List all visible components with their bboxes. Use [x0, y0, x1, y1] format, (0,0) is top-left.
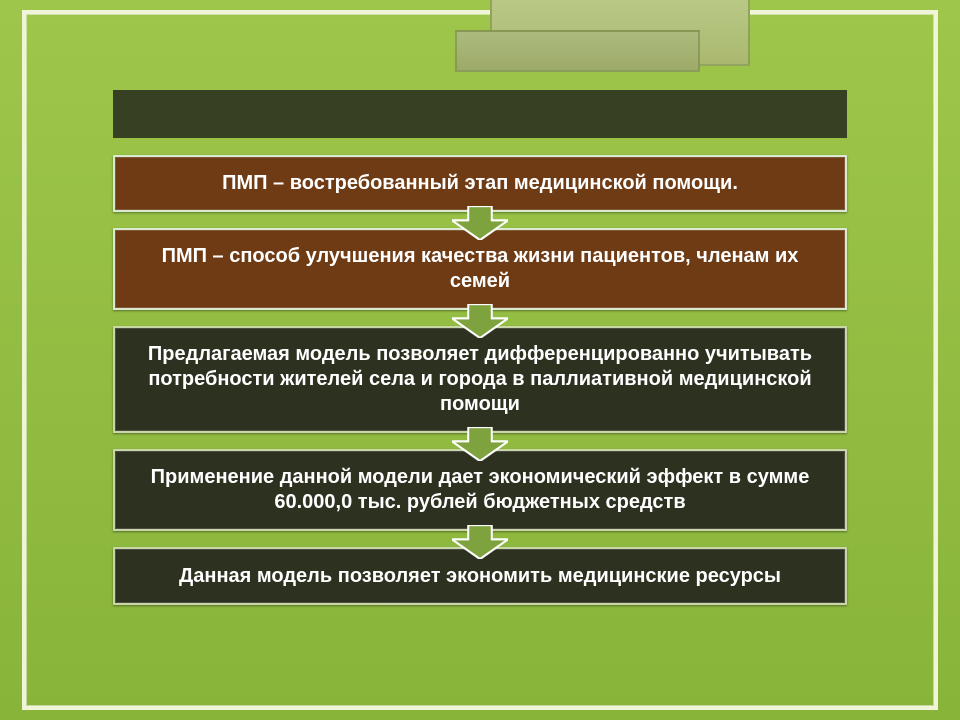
flow-box-label: Применение данной модели дает экономичес…	[135, 465, 825, 515]
flow-box-4: Применение данной модели дает экономичес…	[113, 449, 847, 531]
flow-box-label: Предлагаемая модель позволяет дифференци…	[135, 342, 825, 417]
down-arrow-icon	[113, 525, 847, 553]
down-arrow-icon	[113, 427, 847, 455]
flow-box-label: ПМП – востребованный этап медицинской по…	[222, 171, 738, 196]
decor-tab-front	[455, 30, 700, 72]
title-bar	[113, 90, 847, 138]
flow-box-label: Данная модель позволяет экономить медици…	[179, 564, 781, 589]
flow-container: ПМП – востребованный этап медицинской по…	[113, 155, 847, 605]
down-arrow-icon	[113, 304, 847, 332]
flow-box-label: ПМП – способ улучшения качества жизни па…	[135, 244, 825, 294]
flow-box-2: ПМП – способ улучшения качества жизни па…	[113, 228, 847, 310]
down-arrow-icon	[113, 206, 847, 234]
flow-box-3: Предлагаемая модель позволяет дифференци…	[113, 326, 847, 433]
flow-box-1: ПМП – востребованный этап медицинской по…	[113, 155, 847, 212]
